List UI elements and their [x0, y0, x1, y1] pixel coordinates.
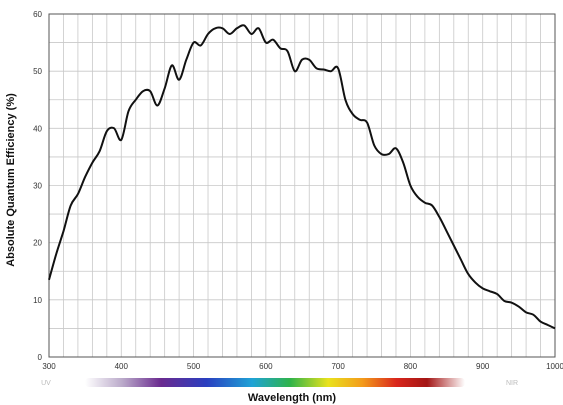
y-tick-label: 20	[33, 239, 42, 248]
nir-band-label: NIR	[506, 380, 518, 387]
y-tick-label: 10	[33, 296, 42, 305]
tick-labels: 300 400 500 600 700 800 900 1000 0 10 20 30 40 50 60	[33, 10, 563, 371]
uv-band-label: UV	[41, 380, 51, 387]
x-tick-label: 600	[259, 362, 273, 371]
x-tick-label: 800	[404, 362, 418, 371]
y-tick-label: 60	[33, 10, 42, 19]
y-tick-label: 40	[33, 124, 42, 133]
series-line	[48, 24, 556, 330]
y-tick-label: 50	[33, 67, 42, 76]
y-axis-title: Absolute Quantum Efficiency (%)	[5, 93, 17, 267]
y-tick-label: 30	[33, 182, 42, 191]
grid	[49, 14, 555, 357]
spectrum-bar	[85, 378, 465, 387]
x-tick-label: 900	[476, 362, 490, 371]
x-axis-title: Wavelength (nm)	[248, 392, 337, 404]
x-tick-label: 500	[187, 362, 201, 371]
x-tick-label: 400	[115, 362, 129, 371]
x-tick-label: 300	[42, 362, 56, 371]
x-tick-label: 700	[331, 362, 345, 371]
plot-frame	[48, 13, 556, 358]
y-tick-label: 0	[38, 353, 43, 362]
x-tick-label: 1000	[546, 362, 563, 371]
